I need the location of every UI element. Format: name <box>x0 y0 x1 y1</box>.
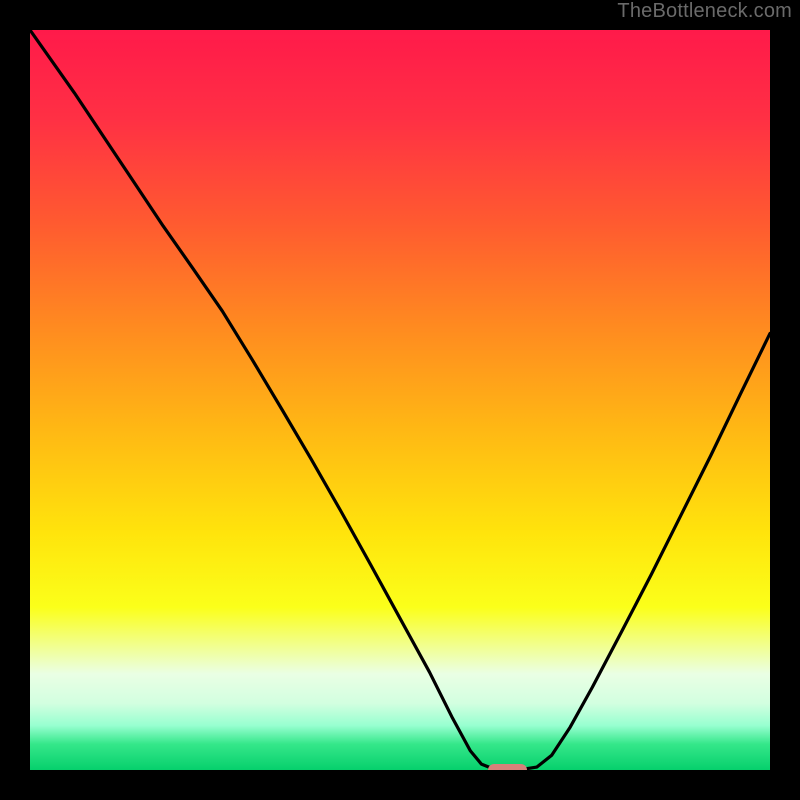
chart-svg <box>30 30 770 770</box>
watermark-label: TheBottleneck.com <box>617 0 792 23</box>
chart-gradient-background <box>30 30 770 770</box>
stage: TheBottleneck.com <box>0 0 800 800</box>
optimum-marker <box>488 764 526 770</box>
chart-plot-area <box>30 30 770 770</box>
